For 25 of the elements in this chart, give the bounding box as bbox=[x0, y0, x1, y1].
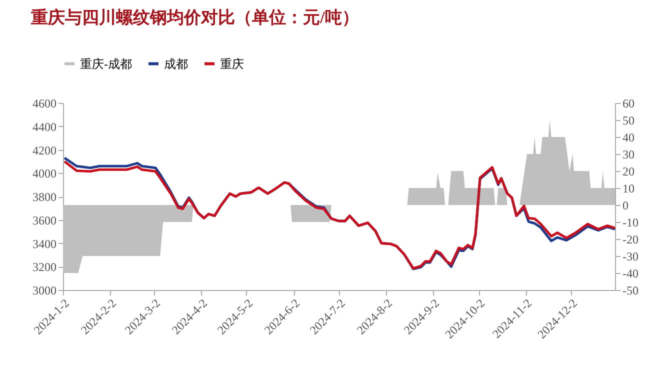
y2-tick-label: 30 bbox=[622, 148, 634, 162]
y-tick-label: 3800 bbox=[32, 190, 56, 204]
y-tick-label: 4400 bbox=[32, 120, 56, 134]
y-tick-label: 4600 bbox=[32, 96, 56, 110]
y-tick-label: 3600 bbox=[32, 213, 56, 228]
legend-label: 成都 bbox=[164, 56, 188, 71]
chart-title: 重庆与四川螺纹钢均价对比（单位：元/吨） bbox=[30, 8, 359, 27]
y2-tick-label: -30 bbox=[622, 250, 638, 264]
legend-label: 重庆 bbox=[220, 56, 244, 71]
y-tick-label: 4000 bbox=[32, 166, 56, 181]
y2-tick-label: 0 bbox=[622, 198, 628, 212]
y2-tick-label: -20 bbox=[622, 232, 638, 246]
y-tick-label: 3400 bbox=[32, 236, 56, 251]
y2-tick-label: 40 bbox=[622, 130, 634, 144]
legend-label: 重庆-成都 bbox=[80, 56, 132, 71]
y-tick-label: 3000 bbox=[32, 284, 56, 298]
y-tick-label: 3200 bbox=[32, 260, 56, 274]
y2-tick-label: 60 bbox=[622, 96, 634, 110]
y2-tick-label: -50 bbox=[622, 284, 638, 298]
y2-tick-label: 50 bbox=[622, 114, 634, 128]
y2-tick-label: -40 bbox=[622, 266, 638, 280]
y2-tick-label: 10 bbox=[622, 182, 634, 196]
y2-tick-label: -10 bbox=[622, 216, 638, 230]
y-tick-label: 4200 bbox=[32, 143, 56, 158]
y2-tick-label: 20 bbox=[622, 164, 634, 178]
